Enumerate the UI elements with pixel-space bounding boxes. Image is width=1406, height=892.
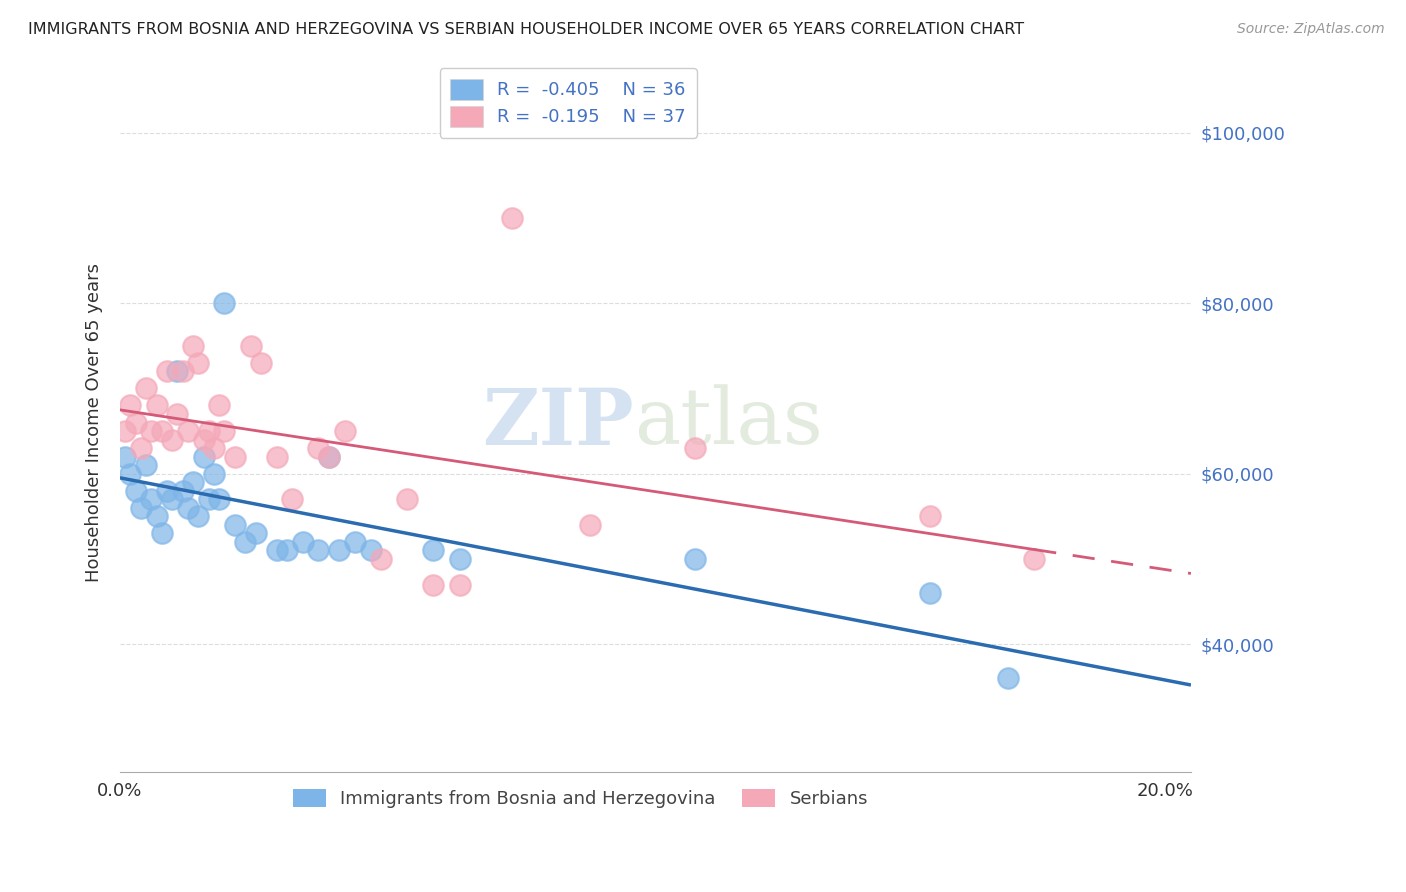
Point [114,450,136,464]
Point [156,364,179,378]
Point [166,407,188,421]
Point [396,492,419,507]
Point [276,543,298,558]
Point [202,467,225,481]
Point [266,543,288,558]
Point [579,517,602,532]
Point [308,441,330,455]
Point [156,483,179,498]
Point [114,424,136,438]
Point [193,433,215,447]
Point [120,467,142,481]
Point [160,433,183,447]
Point [449,552,471,566]
Point [1024,552,1046,566]
Point [683,441,706,455]
Point [239,339,262,353]
Point [124,483,146,498]
Point [918,586,941,600]
Point [281,492,304,507]
Point [245,526,267,541]
Point [145,399,167,413]
Point [129,500,152,515]
Point [145,509,167,524]
Point [202,441,225,455]
Point [224,517,246,532]
Point [918,509,941,524]
Point [344,534,367,549]
Point [235,534,257,549]
Point [181,339,204,353]
Point [422,577,444,591]
Point [166,364,188,378]
Point [333,424,356,438]
Point [141,424,163,438]
Point [208,492,231,507]
Text: ZIP: ZIP [482,384,634,460]
Point [181,475,204,490]
Point [208,399,231,413]
Point [291,534,314,549]
Point [129,441,152,455]
Y-axis label: Householder Income Over 65 years: Householder Income Over 65 years [86,263,103,582]
Legend: Immigrants from Bosnia and Herzegovina, Serbians: Immigrants from Bosnia and Herzegovina, … [285,781,875,815]
Point [370,552,392,566]
Text: IMMIGRANTS FROM BOSNIA AND HERZEGOVINA VS SERBIAN HOUSEHOLDER INCOME OVER 65 YEA: IMMIGRANTS FROM BOSNIA AND HERZEGOVINA V… [28,22,1024,37]
Text: Source: ZipAtlas.com: Source: ZipAtlas.com [1237,22,1385,37]
Point [318,450,340,464]
Point [135,458,157,472]
Point [449,577,471,591]
Point [120,399,142,413]
Point [308,543,330,558]
Point [501,211,523,225]
Point [141,492,163,507]
Point [250,356,273,370]
Point [172,364,194,378]
Point [160,492,183,507]
Point [172,483,194,498]
Point [150,526,173,541]
Point [422,543,444,558]
Point [187,356,209,370]
Point [197,424,219,438]
Point [150,424,173,438]
Point [187,509,209,524]
Point [328,543,350,558]
Point [214,424,236,438]
Text: atlas: atlas [634,384,823,460]
Point [683,552,706,566]
Point [997,671,1019,685]
Point [197,492,219,507]
Point [360,543,382,558]
Point [214,296,236,310]
Point [177,500,200,515]
Point [135,381,157,395]
Point [193,450,215,464]
Point [177,424,200,438]
Point [224,450,246,464]
Point [124,416,146,430]
Point [318,450,340,464]
Point [266,450,288,464]
